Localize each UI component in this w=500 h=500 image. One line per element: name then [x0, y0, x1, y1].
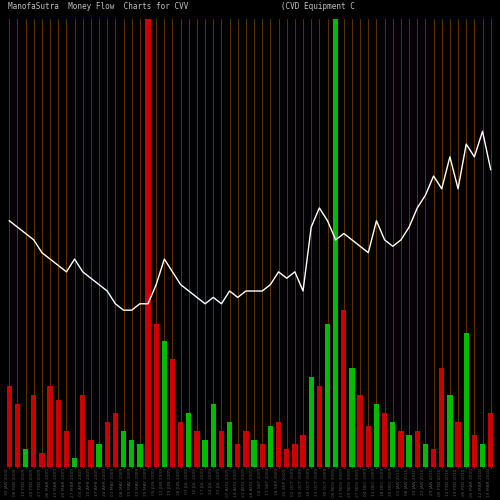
Bar — [154, 324, 159, 466]
Bar — [227, 422, 232, 467]
Bar — [366, 426, 371, 467]
Bar — [31, 395, 36, 466]
Bar — [341, 310, 346, 466]
Bar — [480, 444, 485, 466]
Bar — [325, 324, 330, 466]
Bar — [56, 400, 61, 466]
Bar — [316, 386, 322, 466]
Bar — [104, 422, 110, 467]
Bar — [300, 436, 306, 466]
Bar — [40, 454, 44, 466]
Bar — [390, 422, 396, 467]
Bar — [129, 440, 134, 466]
Bar — [447, 395, 452, 466]
Bar — [464, 332, 469, 466]
Text: ManofaSutra  Money Flow  Charts for CVV                    (CVD Equipment C: ManofaSutra Money Flow Charts for CVV (C… — [8, 2, 354, 11]
Bar — [186, 413, 192, 467]
Bar — [276, 422, 281, 467]
Bar — [96, 444, 102, 466]
Bar — [244, 431, 248, 466]
Bar — [374, 404, 379, 466]
Bar — [64, 431, 69, 466]
Bar — [350, 368, 354, 466]
Bar — [146, 20, 150, 466]
Bar — [202, 440, 208, 466]
Bar — [235, 444, 240, 466]
Bar — [23, 449, 28, 466]
Bar — [121, 431, 126, 466]
Bar — [252, 440, 256, 466]
Bar — [308, 378, 314, 466]
Bar — [137, 444, 142, 466]
Bar — [15, 404, 20, 466]
Bar — [398, 431, 404, 466]
Bar — [406, 436, 412, 466]
Bar — [72, 458, 77, 466]
Bar — [170, 360, 175, 467]
Bar — [194, 431, 200, 466]
Bar — [48, 386, 53, 466]
Bar — [333, 20, 338, 466]
Bar — [292, 444, 298, 466]
Bar — [210, 404, 216, 466]
Bar — [284, 449, 290, 466]
Bar — [112, 413, 118, 467]
Bar — [439, 368, 444, 466]
Bar — [423, 444, 428, 466]
Bar — [358, 395, 363, 466]
Bar — [88, 440, 94, 466]
Bar — [178, 422, 184, 467]
Bar — [268, 426, 273, 467]
Bar — [488, 413, 494, 467]
Bar — [80, 395, 86, 466]
Bar — [6, 386, 12, 466]
Bar — [219, 431, 224, 466]
Bar — [260, 444, 265, 466]
Bar — [382, 413, 388, 467]
Bar — [431, 449, 436, 466]
Bar — [472, 436, 477, 466]
Bar — [456, 422, 460, 467]
Bar — [162, 342, 167, 466]
Bar — [414, 431, 420, 466]
